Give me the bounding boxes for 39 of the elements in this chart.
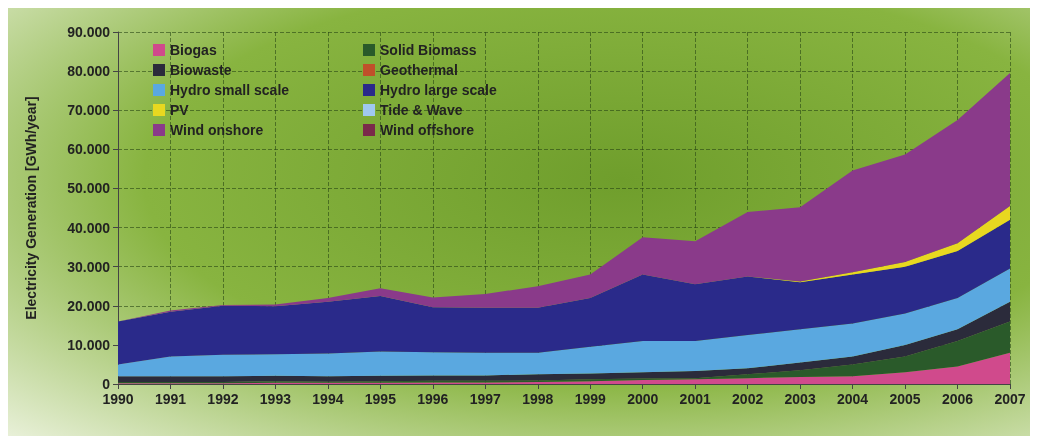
legend-label: Hydro large scale: [380, 82, 497, 98]
y-axis-title: Electricity Generation [GWh/year]: [23, 96, 39, 320]
x-tick-label: 2006: [941, 391, 974, 407]
legend-label: Wind offshore: [380, 122, 475, 138]
x-tick-label: 2007: [994, 391, 1026, 407]
x-tick-label: 1995: [364, 391, 397, 407]
y-tick-label: 10.000: [67, 336, 111, 353]
x-tick-label: 2002: [732, 391, 764, 407]
y-tick-label: 70.000: [67, 102, 111, 119]
y-tick-label: 40.000: [67, 219, 111, 236]
legend-label: Tide & Wave: [380, 102, 463, 118]
legend-label: Solid Biomass: [380, 42, 477, 58]
y-tick-label: 20.000: [67, 297, 111, 314]
y-tick-label: 0: [102, 376, 111, 392]
x-tick-label: 2003: [784, 391, 816, 407]
x-tick-label: 2004: [837, 391, 869, 407]
x-tick-label: 1993: [259, 391, 292, 407]
x-tick-label: 1998: [522, 391, 554, 407]
x-tick-label: 1992: [207, 391, 239, 407]
y-tick-label: 30.000: [67, 258, 111, 275]
y-tick-label: 60.000: [67, 141, 111, 158]
legend-label: PV: [170, 102, 190, 118]
x-tick-label: 1997: [469, 391, 502, 407]
x-tick-label: 1994: [312, 391, 344, 407]
legend-label: Geothermal: [380, 62, 458, 78]
x-tick-label: 1996: [417, 391, 449, 407]
y-tick-label: 50.000: [67, 180, 111, 197]
x-tick-label: 1991: [154, 391, 187, 407]
legend-label: Biogas: [170, 42, 217, 58]
x-tick-label: 1999: [574, 391, 607, 407]
legend-label: Biowaste: [170, 62, 232, 78]
y-tick-label: 90.000: [67, 24, 111, 40]
y-tick-label: 80.000: [67, 63, 111, 80]
x-tick-label: 2000: [627, 391, 659, 407]
legend-label: Wind onshore: [170, 122, 264, 138]
legend-label: Hydro small scale: [170, 82, 290, 98]
x-tick-label: 1990: [102, 391, 134, 407]
x-tick-label: 2005: [889, 391, 921, 407]
x-tick-label: 2001: [679, 391, 711, 407]
